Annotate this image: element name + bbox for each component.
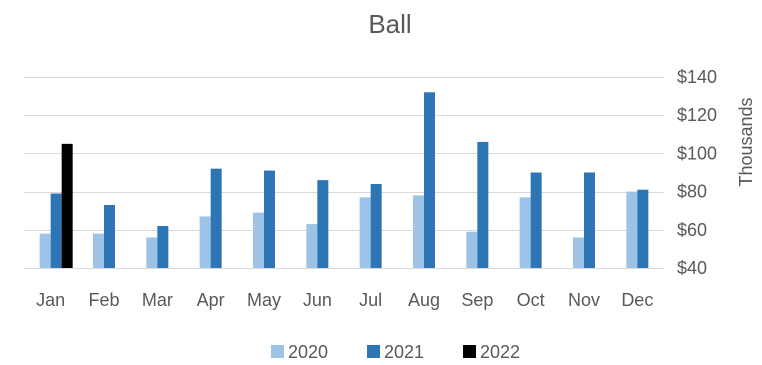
legend: 2020 2021 2022 bbox=[271, 342, 520, 362]
bar-2021-feb bbox=[104, 204, 115, 268]
bar-2021-apr bbox=[210, 168, 222, 268]
bar-2021-jul bbox=[370, 183, 382, 268]
bars bbox=[39, 92, 649, 268]
bar-2021-oct bbox=[530, 172, 542, 268]
bar-2021-jun bbox=[317, 180, 329, 268]
gridlines bbox=[24, 77, 664, 269]
x-tick-label: Jan bbox=[36, 290, 65, 310]
y-axis-title: Thousands bbox=[736, 97, 756, 186]
bar-2022-jan bbox=[61, 143, 73, 268]
bar-2020-dec bbox=[626, 191, 638, 268]
bar-2020-jul bbox=[359, 197, 371, 268]
x-tick-label: Feb bbox=[88, 290, 119, 310]
legend-swatch-2022 bbox=[463, 345, 476, 358]
x-tick-label: Jul bbox=[359, 290, 382, 310]
bar-2020-may bbox=[253, 212, 264, 268]
x-tick-label: Nov bbox=[568, 290, 600, 310]
bar-2020-sep bbox=[466, 231, 478, 268]
legend-swatch-2021 bbox=[367, 345, 380, 358]
x-tick-label: Mar bbox=[142, 290, 173, 310]
bar-2020-oct bbox=[519, 197, 531, 268]
y-tick-label: $80 bbox=[677, 182, 707, 202]
y-tick-labels: $40 $60 $80 $100 $120 $140 bbox=[677, 67, 717, 278]
y-tick-label: $140 bbox=[677, 67, 717, 87]
y-tick-label: $40 bbox=[677, 258, 707, 278]
bar-2021-jan bbox=[50, 193, 62, 268]
bar-2020-aug bbox=[413, 195, 424, 268]
legend-swatch-2020 bbox=[271, 345, 284, 358]
x-tick-label: Aug bbox=[408, 290, 440, 310]
bar-2021-aug bbox=[424, 92, 435, 268]
bar-2020-feb bbox=[93, 233, 104, 268]
legend-label-2021: 2021 bbox=[384, 342, 424, 362]
bar-2021-sep bbox=[477, 141, 489, 268]
bar-2021-nov bbox=[584, 172, 595, 268]
y-tick-label: $120 bbox=[677, 105, 717, 125]
bar-2020-mar bbox=[146, 237, 158, 268]
x-tick-label: May bbox=[247, 290, 281, 310]
x-tick-label: Dec bbox=[621, 290, 653, 310]
x-tick-labels: Jan Feb Mar Apr May Jun Jul Aug Sep Oct Nov Dec bbox=[36, 290, 653, 310]
bar-2020-jan bbox=[39, 233, 51, 268]
bar-2021-mar bbox=[157, 225, 169, 268]
legend-label-2020: 2020 bbox=[288, 342, 328, 362]
bar-2021-dec bbox=[637, 189, 649, 268]
bar-2020-nov bbox=[573, 237, 584, 268]
x-tick-label: Oct bbox=[517, 290, 545, 310]
bar-2020-jun bbox=[306, 224, 318, 268]
x-tick-label: Apr bbox=[197, 290, 225, 310]
legend-label-2022: 2022 bbox=[480, 342, 520, 362]
bar-2020-apr bbox=[199, 216, 211, 268]
x-tick-label: Sep bbox=[461, 290, 493, 310]
x-tick-label: Jun bbox=[303, 290, 332, 310]
chart-title: Ball bbox=[368, 9, 411, 39]
y-tick-label: $60 bbox=[677, 220, 707, 240]
y-tick-label: $100 bbox=[677, 143, 717, 163]
bar-2021-may bbox=[264, 170, 275, 268]
